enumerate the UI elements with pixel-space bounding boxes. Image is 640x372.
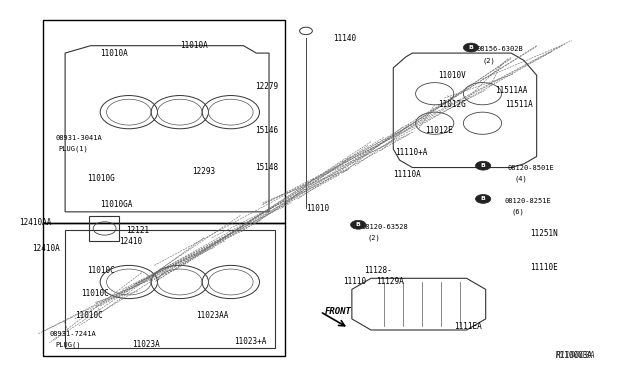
Text: PLUG(1): PLUG(1) [59, 146, 88, 152]
Text: 08120-8501E: 08120-8501E [508, 164, 555, 170]
Text: 12410: 12410 [119, 237, 142, 246]
Text: B: B [481, 196, 486, 201]
Text: R110003A: R110003A [556, 351, 593, 360]
Text: 15148: 15148 [255, 163, 278, 172]
Text: 11010C: 11010C [81, 289, 109, 298]
Text: 11010C: 11010C [88, 266, 115, 275]
Text: R110003A: R110003A [556, 350, 596, 360]
Text: 11010C: 11010C [75, 311, 102, 320]
Text: B: B [468, 45, 474, 50]
Bar [43, 20, 285, 223]
Text: 12279: 12279 [255, 82, 278, 91]
Text: PLUG(): PLUG() [56, 341, 81, 348]
Text: 08120-8251E: 08120-8251E [505, 198, 552, 204]
Text: 11251N: 11251N [531, 230, 558, 238]
Text: (2): (2) [368, 234, 381, 241]
Text: 08156-6302B: 08156-6302B [476, 46, 523, 52]
Text: 11012G: 11012G [438, 100, 466, 109]
Text: (4): (4) [515, 175, 527, 182]
Text: 11129A: 11129A [376, 278, 404, 286]
Text: 11012E: 11012E [425, 126, 453, 135]
Bar [43, 223, 285, 356]
Text: 11010A: 11010A [180, 41, 207, 50]
Text: 12410A: 12410A [32, 244, 60, 253]
Text: 11511A: 11511A [505, 100, 532, 109]
Text: B: B [481, 163, 486, 168]
Circle shape [476, 161, 491, 170]
Text: 11023AA: 11023AA [196, 311, 228, 320]
Text: FRONT: FRONT [325, 307, 352, 316]
Text: B: B [356, 222, 361, 227]
Text: 12293: 12293 [193, 167, 216, 176]
Text: 11010A: 11010A [100, 49, 128, 58]
Text: 12121: 12121 [125, 226, 148, 235]
Circle shape [476, 195, 491, 203]
Text: 11511AA: 11511AA [495, 86, 527, 94]
Text: 11128-: 11128- [365, 266, 392, 275]
Text: 11140: 11140 [333, 34, 356, 43]
Text: 11023A: 11023A [132, 340, 160, 349]
Circle shape [463, 43, 479, 52]
Text: 11023+A: 11023+A [234, 337, 266, 346]
Text: 11110+A: 11110+A [395, 148, 428, 157]
Text: (2): (2) [483, 57, 495, 64]
Text: 11110A: 11110A [394, 170, 421, 179]
Text: 11110E: 11110E [531, 263, 558, 272]
Text: 12410AA: 12410AA [19, 218, 52, 227]
Text: 15146: 15146 [255, 126, 278, 135]
Text: 11010V: 11010V [438, 71, 466, 80]
Text: 11010: 11010 [306, 203, 329, 213]
Text: 08931-7241A: 08931-7241A [49, 331, 96, 337]
Circle shape [351, 220, 366, 229]
Text: 11110: 11110 [343, 278, 366, 286]
Text: 1111EA: 1111EA [454, 322, 481, 331]
Text: 11010G: 11010G [88, 174, 115, 183]
Text: (6): (6) [511, 209, 524, 215]
Text: 08120-63528: 08120-63528 [362, 224, 408, 230]
Text: 08931-3041A: 08931-3041A [56, 135, 102, 141]
Text: 11010GA: 11010GA [100, 200, 132, 209]
